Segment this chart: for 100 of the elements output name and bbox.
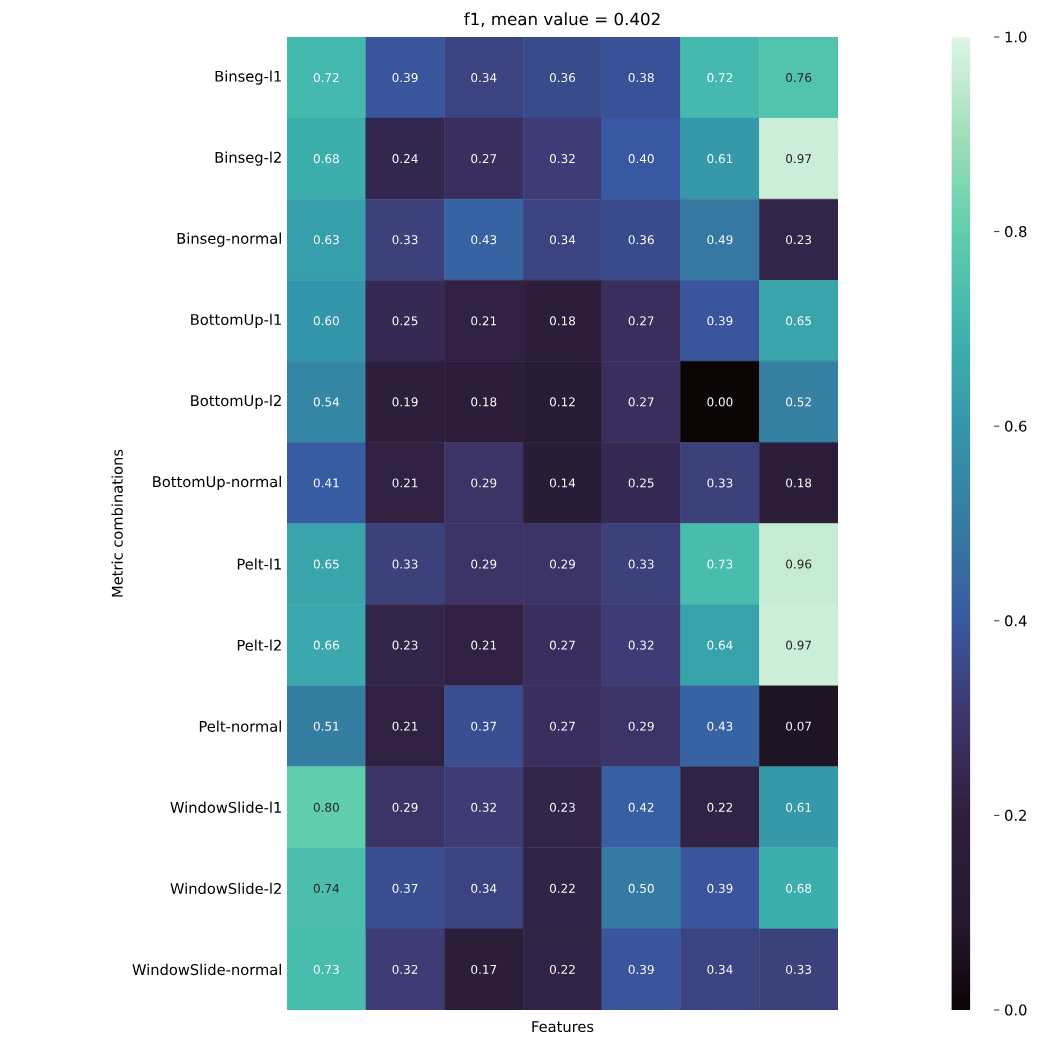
x-axis-title: Features [532,1021,594,1033]
data-label: 0.73 [313,964,339,975]
data-label: 0.61 [707,154,733,164]
data-label: 0.37 [471,721,497,731]
color-bar-label: 0.6 [1005,420,1027,432]
y-tick-label: Pelt-normal [199,720,281,732]
data-label: 0.14 [549,478,576,488]
data-label: 0.34 [549,235,576,245]
data-label: 0.34 [471,883,497,893]
y-tick-label: BottomUp-l1 [191,313,281,328]
data-label: 0.25 [392,316,418,326]
data-label: 0.38 [628,73,654,83]
data-label: 0.61 [786,802,811,812]
data-label: 0.72 [707,73,733,83]
data-label: 0.32 [471,802,496,812]
data-label: 0.33 [392,559,418,569]
y-axis-title: Metric combinations [111,449,123,597]
data-label: 0.68 [313,154,339,164]
data-label: 0.54 [313,397,340,407]
data-label: 0.96 [786,559,812,569]
data-label: 0.25 [628,478,654,488]
data-label: 0.23 [786,235,812,245]
data-label: 0.22 [707,802,733,812]
data-label: 0.51 [313,721,339,731]
data-label: 0.43 [471,235,497,245]
data-label: 0.29 [392,802,418,812]
data-label: 0.27 [628,397,654,407]
y-tick-label: WindowSlide-l2 [170,882,281,895]
data-label: 0.34 [707,964,733,975]
data-label: 0.43 [707,721,733,731]
data-label: 0.27 [471,154,497,164]
data-label: 0.23 [549,802,575,812]
data-label: 0.18 [549,316,576,326]
y-tick-label: BottomUp-l2 [191,394,281,409]
data-label: 0.33 [392,235,418,245]
data-label: 0.27 [549,640,575,650]
data-label: 0.22 [549,964,575,975]
color-bar-label: 0.0 [1005,1004,1027,1016]
y-tick-label: Binseg-l1 [215,70,281,85]
data-label: 0.39 [707,316,733,326]
data-label: 0.22 [549,883,575,893]
data-label: 0.39 [707,883,733,893]
data-label: 0.29 [549,559,576,569]
data-label: 0.07 [786,721,811,731]
data-label: 0.50 [628,883,654,893]
y-tick-label: BottomUp-normal [153,475,281,491]
data-label: 0.23 [392,640,418,650]
data-label: 0.65 [313,559,339,569]
data-label: 0.24 [392,154,418,164]
data-label: 0.42 [628,802,654,812]
data-label: 0.27 [628,316,654,326]
data-label: 0.18 [471,397,497,407]
data-label: 0.12 [549,397,575,407]
data-label: 0.21 [471,316,497,326]
data-label: 0.27 [549,721,575,731]
data-label: 0.97 [786,640,811,650]
data-label: 0.68 [786,883,812,893]
data-label: 0.29 [471,559,497,569]
data-label: 0.21 [392,721,418,731]
data-label: 0.52 [786,397,811,407]
data-label: 0.40 [628,154,654,164]
color-bar-label: 1.0 [1005,31,1027,43]
data-label: 0.33 [628,559,654,569]
data-label: 0.21 [392,478,418,488]
y-tick-label: Pelt-l2 [237,639,281,651]
data-label: 0.73 [707,559,733,569]
y-tick-label: Binseg-l2 [215,151,281,166]
y-tick-label: Pelt-l1 [237,558,281,570]
data-label: 0.29 [628,721,654,731]
data-label: 0.49 [707,235,733,245]
y-tick-label: Binseg-normal [177,232,281,247]
data-label: 0.39 [392,73,418,83]
data-label: 0.36 [549,73,576,83]
chart-title: f1, mean value = 0.402 [464,12,660,27]
data-label: 0.00 [707,397,733,407]
data-label: 0.32 [628,640,654,650]
data-label: 0.18 [786,478,812,488]
data-label: 0.33 [707,478,733,488]
data-label: 0.29 [471,478,497,488]
data-label: 0.36 [628,235,654,245]
color-bar-label: 0.8 [1005,226,1027,238]
color-bar-label: 0.4 [1005,615,1027,627]
data-label: 0.63 [313,235,339,245]
y-tick-label: WindowSlide-normal [132,963,281,976]
data-label: 0.72 [313,73,339,83]
data-label: 0.17 [471,964,497,975]
data-label: 0.60 [313,316,339,326]
data-label: 0.37 [392,883,418,893]
data-label: 0.21 [471,640,497,650]
y-tick-label: WindowSlide-l1 [170,801,281,813]
data-label: 0.64 [707,640,733,650]
data-label: 0.41 [313,478,339,488]
data-label: 0.76 [786,73,812,83]
data-label: 0.39 [628,964,654,975]
data-label: 0.32 [549,154,575,164]
data-label: 0.33 [786,964,812,975]
data-label: 0.80 [313,802,339,812]
data-label: 0.74 [313,883,340,893]
data-label: 0.66 [313,640,339,650]
color-bar-label: 0.2 [1005,809,1026,821]
